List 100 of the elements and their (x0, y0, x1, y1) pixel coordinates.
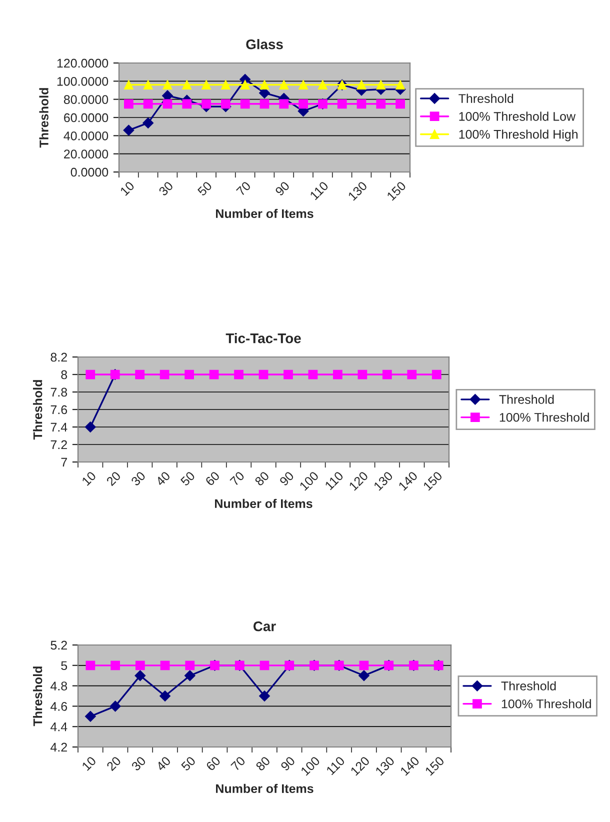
point (259, 690, 270, 702)
x-tick-label: 90 (280, 756, 296, 772)
point (356, 99, 366, 109)
x-tick-label: 110 (326, 756, 346, 776)
point (142, 118, 154, 128)
x-tick-label: 130 (374, 756, 395, 776)
point (260, 660, 270, 670)
y-tick-label: 80.0000 (64, 95, 108, 104)
point (376, 80, 386, 90)
y-tick-label: 8.2 (50, 352, 67, 362)
x-tick-label: 30 (158, 180, 174, 196)
legend-label: 100% Threshold Low (459, 112, 576, 121)
point (298, 80, 308, 90)
point (124, 80, 134, 90)
x-tick-label: 50 (180, 470, 196, 486)
x-tick-label: 20 (106, 470, 122, 486)
point (240, 99, 250, 109)
point (279, 99, 289, 109)
point (358, 670, 370, 682)
x-tick-label: 80 (254, 470, 270, 486)
x-tick-label: 30 (130, 756, 146, 772)
point (143, 99, 153, 109)
y-tick-label: 100.0000 (57, 76, 108, 86)
x-tick-label: 100 (299, 470, 320, 491)
x-tick-label: 140 (400, 756, 420, 776)
y-tick-label: 60.0000 (64, 113, 108, 122)
legend-label: Threshold (458, 94, 514, 103)
point (134, 670, 146, 682)
x-tick-label: 30 (130, 470, 146, 486)
x-tick-label: 130 (348, 180, 368, 201)
y-tick-label: 4.6 (50, 702, 68, 711)
y-tick-label: 5.2 (50, 640, 67, 650)
y-tick-label: 4.2 (50, 742, 67, 752)
x-tick-label: 20 (106, 756, 122, 772)
y-axis-title: Threshold (33, 380, 42, 440)
x-tick-label: 40 (156, 756, 172, 772)
chart-title: Glass (246, 39, 283, 50)
x-tick-label: 70 (230, 756, 246, 772)
chart-title: Tic-Tac-Toe (226, 333, 301, 344)
x-tick-label: 10 (120, 180, 135, 196)
y-tick-label: 20.0000 (64, 150, 108, 158)
point (162, 99, 172, 109)
point (110, 660, 120, 670)
point (260, 80, 270, 90)
y-tick-label: 7.2 (50, 440, 67, 450)
x-tick-label: 130 (373, 470, 394, 491)
legend-label: 100% Threshold (500, 412, 589, 422)
point (135, 660, 145, 670)
x-tick-label: 70 (236, 180, 252, 196)
y-tick-label: 4.4 (50, 722, 68, 732)
y-tick-label: 5 (61, 661, 68, 670)
y-tick-label: 40.0000 (64, 131, 108, 140)
point (86, 660, 96, 670)
point (221, 99, 230, 109)
point (182, 80, 192, 90)
legend-label: Threshold (499, 394, 554, 404)
y-tick-label: 0.0000 (70, 168, 108, 177)
y-tick-label: 8 (61, 370, 68, 380)
point (202, 80, 211, 90)
point (123, 124, 134, 136)
point (162, 80, 172, 90)
point (124, 99, 134, 109)
point (396, 99, 405, 109)
y-axis-title: Threshold (33, 666, 42, 726)
point (396, 80, 405, 90)
point (318, 80, 328, 90)
x-axis-title: Number of Items (216, 784, 314, 794)
point (143, 80, 153, 90)
legend-label: Threshold (501, 681, 556, 690)
x-tick-label: 110 (324, 470, 344, 490)
point (221, 80, 230, 90)
point (185, 660, 195, 670)
point (260, 99, 270, 109)
point (240, 80, 250, 90)
x-tick-label: 60 (204, 470, 220, 486)
point (184, 670, 196, 682)
point (337, 99, 347, 109)
x-tick-label: 80 (255, 756, 271, 772)
y-tick-label: 120.0000 (57, 58, 108, 68)
point (279, 80, 289, 90)
y-tick-label: 7.6 (50, 405, 68, 414)
point (376, 99, 386, 109)
point (110, 700, 121, 712)
x-tick-label: 60 (206, 756, 221, 772)
legend-label: 100% Threshold High (459, 130, 578, 142)
x-tick-label: 50 (197, 180, 212, 196)
y-tick-label: 4.8 (50, 682, 68, 690)
x-tick-label: 40 (155, 470, 171, 486)
x-tick-label: 120 (350, 756, 370, 776)
x-tick-label: 90 (274, 180, 290, 196)
x-tick-label: 50 (180, 756, 196, 772)
x-tick-label: 150 (422, 470, 443, 491)
point (160, 690, 170, 702)
x-tick-label: 120 (348, 470, 369, 491)
x-tick-label: 100 (300, 756, 320, 776)
y-tick-label: 7.4 (50, 422, 68, 432)
x-tick-label: 140 (398, 470, 418, 491)
point (202, 99, 211, 109)
y-tick-label: 7 (61, 458, 67, 467)
point (85, 710, 96, 722)
